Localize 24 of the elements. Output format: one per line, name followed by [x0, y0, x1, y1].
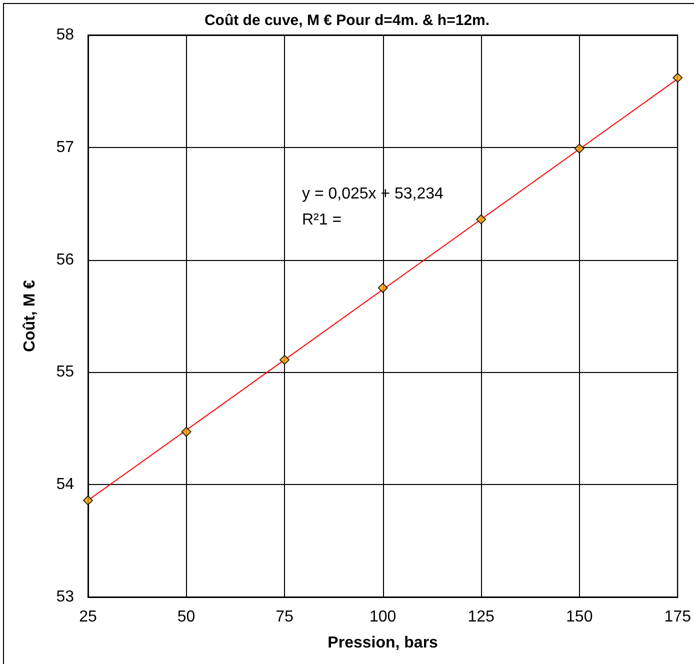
x-tick-label: 50 [177, 608, 196, 626]
point [672, 72, 683, 83]
chart-title: Coût de cuve, M € Pour d=4m. & h=12m. [204, 12, 490, 29]
y-tick-label: 54 [56, 476, 74, 494]
point [83, 495, 93, 506]
x-tick-label: 25 [79, 608, 97, 626]
y-tick-label: 55 [56, 364, 74, 381]
x-axis-title: Pression, bars [328, 634, 438, 652]
x-tick-label: 100 [369, 608, 396, 626]
y-tick-label: 57 [56, 138, 74, 156]
point [378, 282, 388, 293]
point [574, 144, 584, 154]
x-tick-label: 175 [664, 608, 692, 626]
x-tick-label: 75 [276, 608, 294, 626]
y-axis-title: Coût, M € [22, 280, 38, 352]
x-tick-label: 150 [566, 608, 593, 626]
annotation: R²1 = [302, 212, 342, 228]
y-tick-label: 58 [56, 26, 74, 44]
point [476, 214, 486, 224]
point [181, 426, 192, 437]
y-tick-label: 56 [56, 251, 74, 268]
x-tick-label: 125 [468, 608, 495, 626]
y-tick-label: 53 [56, 588, 74, 606]
point [280, 354, 290, 365]
